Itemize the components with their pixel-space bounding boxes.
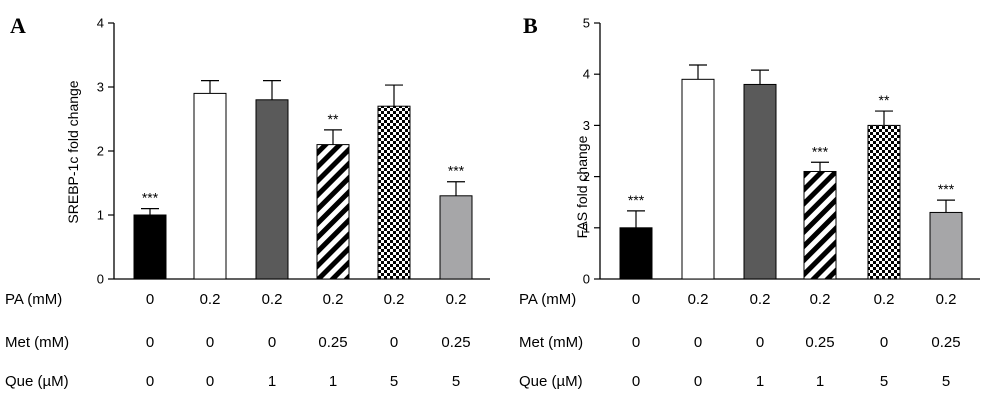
condition-value: 0 <box>146 291 154 308</box>
condition-value: 0.2 <box>810 291 831 308</box>
significance-mark: *** <box>628 192 645 208</box>
bar <box>681 78 715 280</box>
panel-label-a: A <box>10 13 26 38</box>
condition-value: 1 <box>268 373 276 390</box>
y-tick-label: 2 <box>97 144 104 159</box>
condition-value: 1 <box>756 373 764 390</box>
condition-value: 0.2 <box>936 291 957 308</box>
condition-value: 0 <box>146 334 154 351</box>
condition-row-label: PA (mM) <box>5 291 62 308</box>
condition-value: 0 <box>880 334 888 351</box>
condition-row-label: Met (mM) <box>519 334 583 351</box>
condition-row-label: Que (µM) <box>519 373 583 390</box>
bar <box>133 214 167 280</box>
condition-value: 0.2 <box>262 291 283 308</box>
condition-value: 0.2 <box>446 291 467 308</box>
y-axis-label-b: FAS fold change <box>574 135 590 238</box>
bar <box>255 99 289 280</box>
condition-value: 0.2 <box>200 291 221 308</box>
condition-value: 1 <box>329 373 337 390</box>
condition-value: 0 <box>632 334 640 351</box>
condition-value: 5 <box>452 373 460 390</box>
condition-value: 5 <box>942 373 950 390</box>
condition-value: 0.25 <box>318 334 347 351</box>
y-tick-label: 3 <box>97 80 104 95</box>
condition-value: 0.25 <box>931 334 960 351</box>
y-tick-label: 0 <box>583 272 590 287</box>
condition-value: 0.25 <box>805 334 834 351</box>
y-tick-label: 3 <box>583 118 590 133</box>
significance-mark: *** <box>938 181 955 197</box>
bar <box>803 170 837 280</box>
condition-value: 0 <box>146 373 154 390</box>
y-tick-label: 4 <box>583 67 590 82</box>
condition-value: 0 <box>268 334 276 351</box>
y-tick-label: 1 <box>97 208 104 223</box>
condition-value: 0.2 <box>384 291 405 308</box>
bar <box>316 144 350 280</box>
significance-mark: *** <box>812 143 829 159</box>
significance-mark: *** <box>142 190 159 206</box>
bar <box>439 195 473 280</box>
y-axis-label-a: SREBP-1c fold change <box>65 80 81 223</box>
bar <box>743 83 777 280</box>
condition-value: 1 <box>816 373 824 390</box>
condition-row-label: Met (mM) <box>5 334 69 351</box>
condition-value: 0 <box>632 291 640 308</box>
condition-value: 0.2 <box>323 291 344 308</box>
y-tick-label: 2 <box>583 169 590 184</box>
condition-value: 5 <box>880 373 888 390</box>
condition-value: 0 <box>632 373 640 390</box>
significance-mark: ** <box>879 92 890 108</box>
condition-value: 0.25 <box>441 334 470 351</box>
y-tick-label: 5 <box>583 16 590 31</box>
bar <box>377 105 411 280</box>
bar <box>193 92 227 280</box>
condition-row-label: PA (mM) <box>519 291 576 308</box>
condition-value: 0.2 <box>750 291 771 308</box>
condition-value: 0 <box>206 373 214 390</box>
condition-value: 0.2 <box>874 291 895 308</box>
condition-value: 0 <box>756 334 764 351</box>
condition-table-b: PA (mM) 0 0.2 0.2 0.2 0.2 0.2 Met (mM) 0 0 0 0.25 0 0… <box>519 291 961 390</box>
y-tick-label: 4 <box>97 16 104 31</box>
condition-row-label: Que (µM) <box>5 373 69 390</box>
condition-value: 5 <box>390 373 398 390</box>
condition-value: 0 <box>694 334 702 351</box>
condition-value: 0 <box>390 334 398 351</box>
y-tick-label: 1 <box>583 220 590 235</box>
bar <box>867 124 901 280</box>
y-tick-label: 0 <box>97 272 104 287</box>
condition-value: 0 <box>694 373 702 390</box>
significance-mark: ** <box>328 111 339 127</box>
condition-value: 0 <box>206 334 214 351</box>
condition-table-a: PA (mM) 0 0.2 0.2 0.2 0.2 0.2 Met (mM) 0 0 0 0.25 0 0… <box>5 291 471 390</box>
bar <box>929 211 963 280</box>
panel-label-b: B <box>523 13 538 38</box>
significance-mark: *** <box>448 163 465 179</box>
condition-value: 0.2 <box>688 291 709 308</box>
bar <box>619 227 653 280</box>
